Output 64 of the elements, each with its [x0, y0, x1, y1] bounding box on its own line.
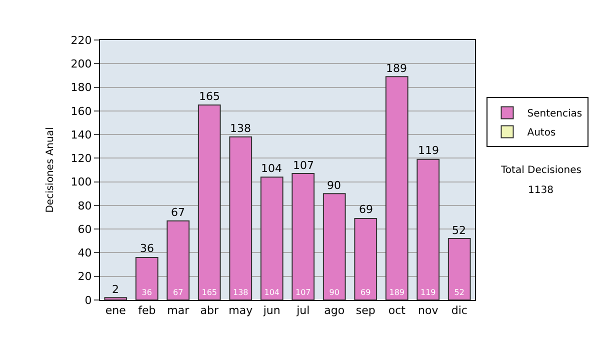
y-tick-label: 60	[78, 222, 92, 236]
data-label: 90	[329, 288, 340, 297]
bar	[166, 220, 190, 300]
bar	[385, 76, 408, 300]
y-tick-label: 100	[70, 176, 92, 189]
bar	[135, 256, 158, 300]
x-tick-label: abr	[200, 304, 219, 318]
text: 1138	[528, 185, 554, 196]
y-tick-label: 20	[78, 270, 92, 284]
total-label: 36	[140, 242, 154, 255]
y-tick-label: 0	[84, 294, 92, 307]
total-label: 2	[112, 283, 119, 296]
bar	[198, 104, 221, 300]
legend-label: Autos	[527, 128, 556, 139]
x-tick-label: jun	[262, 304, 280, 318]
y-tick-label: 140	[70, 128, 92, 142]
total-label: 52	[452, 224, 466, 237]
bar	[104, 297, 128, 300]
total-label: 107	[293, 159, 314, 172]
y-tick-label: 80	[78, 199, 92, 212]
x-tick-label: nov	[418, 304, 439, 318]
data-label: 67	[173, 288, 184, 297]
x-tick-label: dic	[451, 304, 468, 318]
data-label: 52	[454, 288, 464, 297]
text: Total Decisiones	[500, 165, 582, 176]
bar	[354, 218, 378, 300]
y-tick-label: 120	[70, 152, 92, 166]
total-label: 138	[230, 122, 251, 135]
y-tick-label: 200	[70, 57, 92, 70]
data-label: 107	[295, 288, 311, 297]
total-label: 119	[418, 144, 439, 157]
y-tick-label: 40	[78, 246, 92, 260]
data-label: 104	[264, 288, 280, 297]
legend-label: Sentencias	[527, 108, 582, 120]
total-label: 189	[386, 62, 407, 75]
x-tick-label: may	[228, 304, 254, 318]
y-tick-label: 160	[70, 104, 92, 118]
x-tick-label: sep	[356, 304, 376, 318]
x-tick-label: jul	[296, 304, 310, 318]
y-axis-title: Decisiones Anual	[44, 127, 56, 213]
bar	[416, 158, 440, 300]
total-label: 104	[261, 162, 282, 175]
bar	[322, 193, 346, 300]
data-label: 119	[420, 288, 436, 297]
y-tick-label: 180	[70, 81, 92, 94]
bar	[260, 176, 284, 300]
total-label: 69	[359, 203, 373, 216]
data-label: 138	[232, 288, 248, 297]
total-label: 90	[327, 179, 341, 192]
x-tick-label: ene	[105, 304, 126, 318]
data-label: 189	[389, 288, 405, 297]
x-tick-label: ago	[324, 304, 345, 318]
x-tick-label: mar	[167, 304, 190, 318]
bar	[229, 136, 252, 300]
total-label: 67	[171, 206, 185, 219]
data-label: 165	[202, 288, 218, 297]
total-label: 165	[199, 90, 220, 103]
x-tick-label: oct	[388, 304, 406, 318]
bar	[448, 238, 471, 300]
y-tick-label: 220	[70, 34, 92, 47]
bar	[292, 173, 315, 300]
data-label: 36	[142, 288, 152, 297]
x-tick-label: feb	[138, 304, 156, 318]
data-label: 69	[360, 288, 371, 297]
